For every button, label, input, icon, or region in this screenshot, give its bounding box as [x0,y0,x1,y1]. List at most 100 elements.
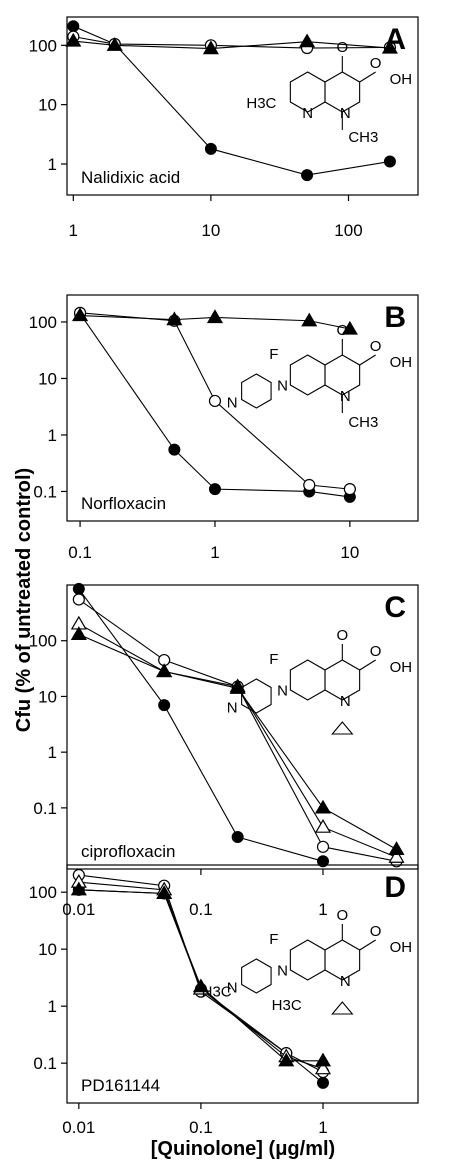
panel-letter: B [384,301,406,334]
atom-label: OH [390,939,413,956]
data-point-filled-triangle [278,1052,295,1067]
y-tick-label: 1 [48,997,57,1016]
atom-label: N [277,378,288,395]
data-point-filled-triangle [156,663,173,678]
atom-label: N [227,980,238,997]
series-line-filled-triangle [78,633,397,850]
x-tick-label: 0.1 [68,543,92,562]
panel-b: 0.1 1 10 100 0.1 1 10 B Norfloxacin [29,294,419,562]
data-point-filled-circle [168,443,181,456]
panel-a: 1 10 100 1 10 100 A Nalidixic acid [29,16,419,240]
atom-label: OH [390,354,413,371]
structure-a: O OH O N H3C N CH3 [246,39,412,146]
atom-label: N [277,963,288,980]
data-point-open-triangle [388,849,405,863]
atom-label: O [336,627,348,644]
atom-label: F [269,651,278,668]
plot-frame [66,864,419,1104]
plot-frame [66,584,419,870]
drug-name: ciprofloxacin [81,842,176,861]
atom-label: F [269,346,278,363]
panel-letter: A [384,23,406,56]
data-point-filled-circle [72,582,85,595]
piperazine-ring [241,958,272,994]
y-tick-label: 10 [38,96,57,115]
atom-label: OH [390,659,413,676]
y-tick-label: 0.1 [33,799,57,818]
ring-left [289,659,326,701]
atom-label: N [340,388,351,405]
drug-name: Nalidixic acid [81,168,180,187]
data-point-open-circle [72,593,85,606]
y-tick-label: 0.1 [33,1054,57,1073]
atom-label: H3C [246,95,276,112]
x-tick-label: 100 [334,221,362,240]
data-point-filled-circle [204,142,217,155]
data-point-filled-triangle [341,320,358,335]
data-point-filled-triangle [106,37,123,51]
y-tick-label: 100 [29,632,57,651]
bond [359,939,376,951]
atom-label: N [277,683,288,700]
atom-label: H3C [202,984,232,1001]
atom-label: N [340,973,351,990]
x-tick-label: 1 [69,221,78,240]
x-tick-label: 1 [210,543,219,562]
data-point-open-triangle [314,819,332,833]
piperazine-ring [241,373,272,409]
data-point-open-circle [303,478,316,492]
atom-label: OH [390,71,413,88]
x-tick-label: 10 [340,543,359,562]
data-point-filled-triangle [72,307,89,322]
y-tick-label: 100 [29,313,57,332]
y-tick-label: 10 [38,940,57,959]
atom-label: CH3 [348,129,378,146]
data-point-filled-triangle [192,978,209,993]
series-line-filled-circle [78,588,324,862]
data-point-filled-triangle [202,40,219,55]
data-point-filled-circle [301,169,314,182]
data-point-open-circle [208,394,222,408]
data-point-filled-triangle [65,32,82,47]
y-tick-label: 10 [38,687,57,706]
data-point-filled-triangle [314,799,332,814]
data-point-filled-circle [316,1076,329,1089]
atom-label: O [370,55,382,72]
plot-frame [66,16,419,196]
y-tick-label: 100 [29,883,57,902]
panels: 1 10 100 1 10 100 A Nalidixic acid 0.1 1 10 100 0.1 1… [29,16,419,1137]
atom-label: O [336,322,348,339]
atom-label: O [370,923,382,940]
y-tick-label: 1 [48,743,57,762]
y-tick-label: 1 [48,155,57,174]
atom-label: O [336,907,348,924]
cyclopropyl-ring [331,1001,354,1015]
atom-label: N [340,105,351,122]
data-point-open-circle [343,483,356,496]
data-point-filled-triangle [70,881,87,896]
data-point-filled-triangle [301,312,318,327]
data-point-filled-circle [208,483,221,496]
atom-label: CH3 [348,414,378,431]
ring-left [289,939,326,981]
data-point-filled-triangle [381,39,398,54]
x-tick-label: 1 [318,900,327,919]
piperazine-ring [241,678,272,714]
data-point-filled-triangle [206,309,224,324]
x-tick-label: 0.1 [189,900,213,919]
atom-label: N [227,700,238,717]
atom-label: O [370,338,382,355]
atom-label: N [302,105,313,122]
x-tick-label: 0.01 [62,1118,95,1137]
atom-label: N [340,693,351,710]
data-point-filled-circle [316,855,329,868]
panel-d: 0.1 1 10 100 0.01 0.1 1 D PD161144 [29,864,419,1137]
drug-name: Norfloxacin [81,494,166,513]
data-point-filled-circle [383,155,396,168]
data-point-filled-triangle [156,885,173,900]
bond [359,659,376,671]
x-tick-label: 0.1 [189,1118,213,1137]
bond [359,354,376,366]
